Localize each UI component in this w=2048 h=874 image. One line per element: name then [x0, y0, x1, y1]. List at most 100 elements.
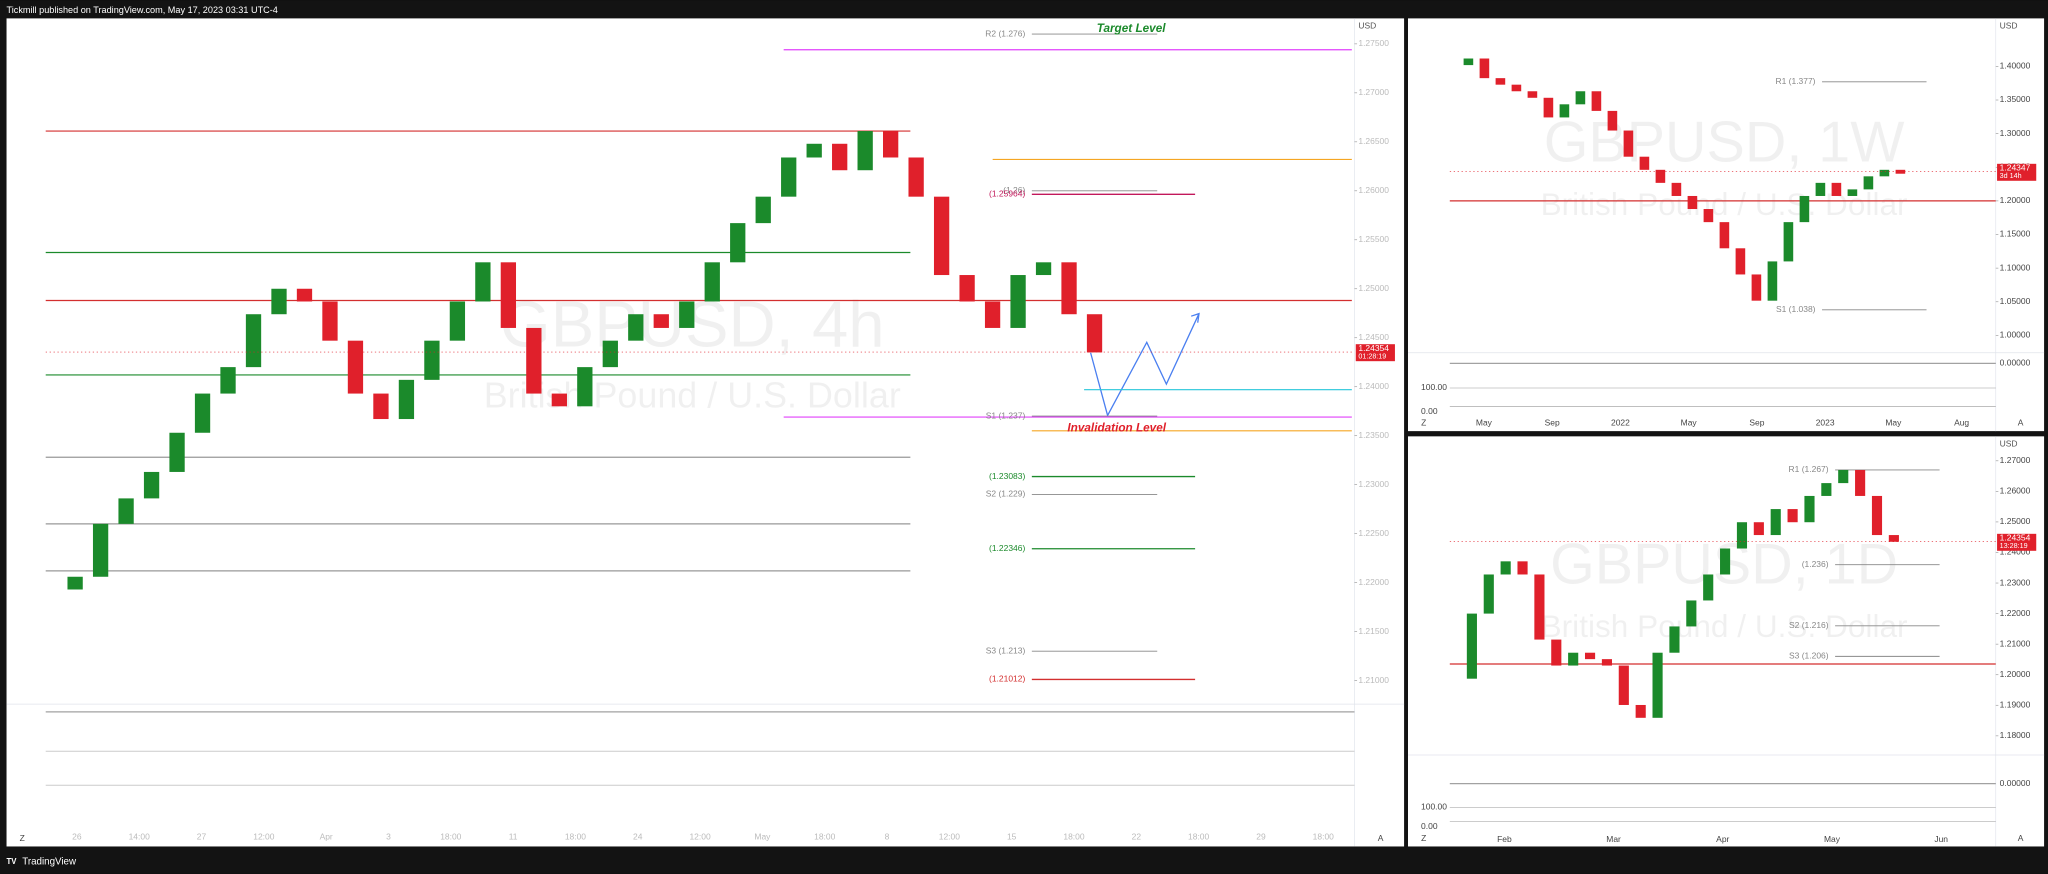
candle — [1655, 169, 1666, 183]
auto-button[interactable]: A — [2018, 418, 2024, 428]
y-tick-label: 1.22000 — [1358, 577, 1389, 587]
candle — [959, 275, 975, 302]
pivot-label: (1.22346) — [989, 543, 1025, 553]
zoom-button[interactable]: Z — [1421, 418, 1426, 428]
price-tag-label: 1.24347 — [2000, 163, 2031, 173]
candle — [1584, 652, 1596, 660]
candle — [1543, 97, 1554, 118]
candle — [1511, 84, 1522, 92]
pivot-label: (1.26) — [1003, 185, 1025, 195]
candle — [1821, 483, 1832, 496]
forecast-path — [1089, 312, 1200, 418]
watermark-description: British Pound / U.S. Dollar — [484, 374, 901, 415]
candle — [679, 301, 695, 328]
candle — [118, 498, 134, 524]
candle — [883, 131, 899, 158]
candle — [322, 301, 338, 341]
y-tick-label: 1.26500 — [1358, 136, 1389, 146]
candle — [1720, 548, 1731, 575]
candle — [1559, 104, 1570, 118]
x-tick-label: 22 — [1132, 832, 1142, 842]
price-tag-label: 1.24354 — [2000, 533, 2031, 543]
y-tick-label: 1.27500 — [1358, 38, 1389, 48]
main-panel — [6, 18, 1405, 847]
logo-mark: TV — [7, 857, 18, 866]
x-tick-label: 12:00 — [253, 832, 274, 842]
pivot-label: S1 (1.237) — [986, 410, 1026, 420]
x-tick-label: 12:00 — [689, 832, 710, 842]
candle — [1500, 561, 1511, 575]
price-tag — [1997, 533, 2037, 551]
x-tick-label: Feb — [1497, 834, 1512, 844]
y-tick-label: 1.25000 — [1358, 283, 1389, 293]
x-tick-label: May — [1681, 418, 1698, 428]
candle — [602, 340, 618, 368]
candle — [92, 523, 109, 577]
candle — [908, 157, 924, 197]
y-tick-label: 1.05000 — [2000, 296, 2031, 306]
candle — [245, 314, 262, 368]
candle — [1767, 261, 1778, 301]
candle — [806, 143, 822, 158]
price-tag — [1997, 163, 2037, 181]
candle — [398, 379, 415, 420]
pivot-label: (1.21012) — [989, 674, 1025, 684]
indicator-label: 0.00000 — [2000, 778, 2031, 788]
candle — [373, 393, 389, 420]
y-tick-label: 1.23000 — [1358, 479, 1389, 489]
price-tag — [1355, 344, 1395, 362]
zoom-button[interactable]: Z — [1421, 833, 1426, 843]
candle — [1703, 574, 1714, 601]
y-tick-label: 1.19000 — [2000, 700, 2031, 710]
pivot-label: S3 (1.206) — [1789, 651, 1829, 661]
candle — [1871, 495, 1883, 536]
candle — [1591, 91, 1602, 111]
candle — [1479, 58, 1490, 79]
indicator-label: 100.00 — [1421, 382, 1447, 392]
candle — [1787, 509, 1798, 523]
candle — [1863, 176, 1874, 190]
candle — [1607, 110, 1618, 131]
pivot-label: (1.23083) — [989, 471, 1025, 481]
candle — [1838, 469, 1849, 484]
publisher-text: Tickmill published on TradingView.com, M… — [7, 5, 278, 15]
candle — [1568, 652, 1579, 666]
y-tick-label: 1.15000 — [2000, 229, 2031, 239]
x-tick-label: May — [754, 832, 771, 842]
x-tick-label: 2023 — [1816, 418, 1835, 428]
auto-button[interactable]: A — [1378, 833, 1384, 843]
candle — [628, 314, 644, 341]
x-tick-label: 2022 — [1611, 418, 1630, 428]
pivot-label: S3 (1.213) — [986, 645, 1026, 655]
candle — [424, 340, 440, 380]
x-tick-label: Sep — [1749, 418, 1764, 428]
y-tick-label: 1.22000 — [2000, 608, 2031, 618]
x-tick-label: 18:00 — [1063, 832, 1084, 842]
candle — [857, 131, 873, 171]
zoom-button[interactable]: Z — [20, 833, 25, 843]
candle — [1010, 275, 1026, 328]
candle — [1736, 522, 1748, 549]
x-tick-label: May — [1885, 418, 1902, 428]
x-tick-label: Aug — [1954, 418, 1969, 428]
x-tick-label: 12:00 — [939, 832, 960, 842]
candle — [1601, 659, 1612, 666]
candle — [1061, 262, 1077, 315]
candle — [1719, 222, 1730, 249]
x-tick-label: 18:00 — [440, 832, 461, 842]
candle — [1799, 195, 1810, 223]
candle — [194, 393, 211, 433]
candle — [551, 393, 567, 407]
candle — [984, 301, 1001, 328]
candle — [1635, 704, 1646, 718]
y-tick-label: 1.10000 — [2000, 262, 2031, 272]
indicator-label: 100.00 — [1421, 802, 1447, 812]
pivot-label: S2 (1.216) — [1789, 620, 1829, 630]
candle — [1086, 314, 1103, 353]
y-tick-label: 1.26000 — [1358, 185, 1389, 195]
pivot-label: R2 (1.276) — [985, 28, 1025, 38]
candle — [1804, 495, 1815, 523]
candle — [933, 196, 950, 276]
auto-button[interactable]: A — [2018, 833, 2024, 843]
